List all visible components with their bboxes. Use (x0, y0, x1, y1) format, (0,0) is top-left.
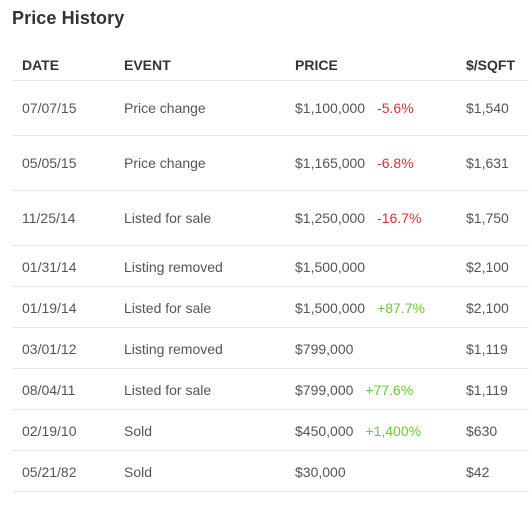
row-event: Listed for sale (124, 300, 212, 316)
row-price: $30,000 (295, 464, 346, 480)
row-price: $1,250,000 (295, 210, 366, 226)
row-date: 11/25/14 (22, 210, 76, 226)
row-event: Listed for sale (124, 210, 212, 226)
row-event: Sold (124, 423, 153, 439)
row-price: $1,165,000 (295, 155, 366, 171)
table-row: 08/04/11 Listed for sale $799,000 +77.6% … (12, 369, 529, 410)
row-change: -16.7% (377, 210, 422, 226)
row-price: $1,500,000 (295, 300, 366, 316)
row-date: 05/05/15 (22, 155, 77, 171)
section-title: Price History (12, 8, 125, 28)
row-event: Listed for sale (124, 382, 212, 398)
row-change: +77.6% (365, 382, 414, 398)
row-price: $1,100,000 (295, 100, 366, 116)
row-price-cell: $1,250,000 -16.7% (295, 210, 421, 226)
row-change: -6.8% (377, 155, 414, 171)
row-date: 05/21/82 (22, 464, 77, 480)
row-price-cell: $30,000 (295, 464, 346, 480)
table-row: 02/19/10 Sold $450,000 +1,400% $630 (12, 410, 529, 451)
row-price-cell: $1,100,000 -5.6% (295, 100, 414, 116)
header-price-per-sqft[interactable]: $/SQFT (466, 57, 516, 73)
table-row: 05/05/15 Price change $1,165,000 -6.8% $1… (12, 136, 529, 191)
row-change: +1,400% (365, 423, 422, 439)
row-price-cell: $799,000 (295, 341, 353, 357)
table-row: 01/31/14 Listing removed $1,500,000 $2,1… (12, 246, 529, 287)
row-price: $450,000 (295, 423, 354, 439)
table-row: 07/07/15 Price change $1,100,000 -5.6% $1… (12, 81, 529, 136)
row-sqft: $2,100 (466, 259, 509, 275)
row-date: 01/19/14 (22, 300, 77, 316)
table-row: 03/01/12 Listing removed $799,000 $1,119 (12, 328, 529, 369)
row-event: Listing removed (124, 341, 223, 357)
row-date: 08/04/11 (22, 382, 76, 398)
row-sqft: $2,100 (466, 300, 509, 316)
table-row: 05/21/82 Sold $30,000 $42 (12, 451, 529, 492)
row-sqft: $1,750 (466, 210, 509, 226)
row-price-cell: $1,500,000 (295, 259, 365, 275)
row-date: 03/01/12 (22, 341, 77, 357)
header-date[interactable]: DATE (22, 57, 60, 73)
row-event: Price change (124, 155, 206, 171)
header-event[interactable]: EVENT (124, 57, 171, 73)
row-sqft: $1,631 (466, 155, 509, 171)
row-price: $1,500,000 (295, 259, 366, 275)
row-sqft: $1,540 (466, 100, 509, 116)
row-sqft: $630 (466, 423, 498, 439)
row-date: 02/19/10 (22, 423, 77, 439)
row-change: -5.6% (377, 100, 414, 116)
row-price: $799,000 (295, 382, 354, 398)
row-event: Price change (124, 100, 206, 116)
row-price-cell: $450,000 +1,400% (295, 423, 421, 439)
row-sqft: $42 (466, 464, 490, 480)
row-sqft: $1,119 (466, 341, 508, 357)
table-header: DATE EVENT PRICE $/SQFT (12, 44, 529, 81)
table-row: 11/25/14 Listed for sale $1,250,000 -16.7… (12, 191, 529, 246)
row-price: $799,000 (295, 341, 354, 357)
price-history-table: DATE EVENT PRICE $/SQFT 07/07/15 Price c… (12, 44, 529, 492)
row-change: +87.7% (377, 300, 425, 316)
header-price[interactable]: PRICE (295, 57, 338, 73)
row-price-cell: $799,000 +77.6% (295, 382, 413, 398)
row-price-cell: $1,165,000 -6.8% (295, 155, 414, 171)
row-date: 01/31/14 (22, 259, 77, 275)
row-event: Sold (124, 464, 153, 480)
row-event: Listing removed (124, 259, 223, 275)
table-row: 01/19/14 Listed for sale $1,500,000 +87.7… (12, 287, 529, 328)
row-price-cell: $1,500,000 +87.7% (295, 300, 425, 316)
row-sqft: $1,119 (466, 382, 508, 398)
row-date: 07/07/15 (22, 100, 77, 116)
